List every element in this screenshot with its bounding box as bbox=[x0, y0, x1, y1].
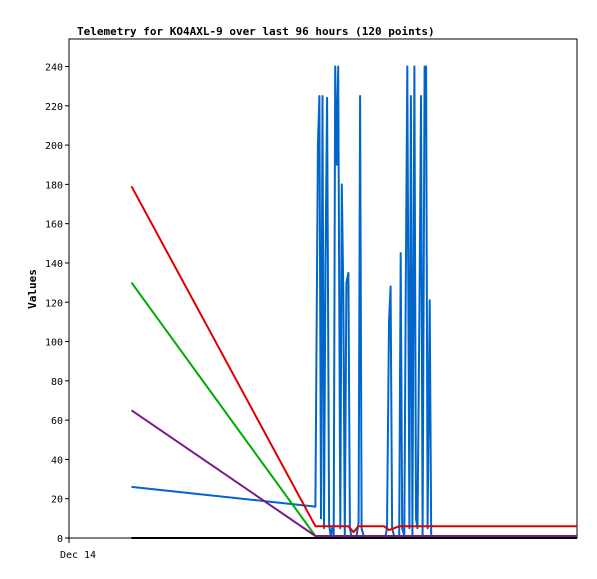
series-line-2 bbox=[130, 185, 577, 534]
x-axis-ticks: Dec 14 bbox=[60, 538, 96, 561]
series-layer bbox=[130, 65, 577, 539]
x-tick-label: Dec 14 bbox=[60, 550, 96, 561]
y-tick-label: 100 bbox=[45, 338, 63, 349]
y-tick-label: 220 bbox=[45, 102, 63, 113]
chart-title: Telemetry for KO4AXL-9 over last 96 hour… bbox=[77, 25, 435, 38]
y-axis-ticks: 0 20 40 60 80 100 120 140 160 180 200 220 240 bbox=[45, 63, 69, 545]
series-line-1 bbox=[131, 65, 440, 537]
y-axis-label: Values bbox=[26, 269, 39, 309]
series-line-4 bbox=[130, 409, 577, 537]
y-tick-label: 240 bbox=[45, 63, 63, 74]
y-tick-label: 160 bbox=[45, 220, 63, 231]
y-tick-label: 0 bbox=[57, 534, 63, 545]
series-line-3 bbox=[130, 282, 577, 537]
y-tick-label: 140 bbox=[45, 259, 63, 270]
y-tick-label: 40 bbox=[51, 455, 63, 466]
y-tick-label: 180 bbox=[45, 180, 63, 191]
y-tick-label: 20 bbox=[51, 495, 63, 506]
y-tick-label: 200 bbox=[45, 141, 63, 152]
y-tick-label: 80 bbox=[51, 377, 63, 388]
y-tick-label: 120 bbox=[45, 298, 63, 309]
y-tick-label: 60 bbox=[51, 416, 63, 427]
